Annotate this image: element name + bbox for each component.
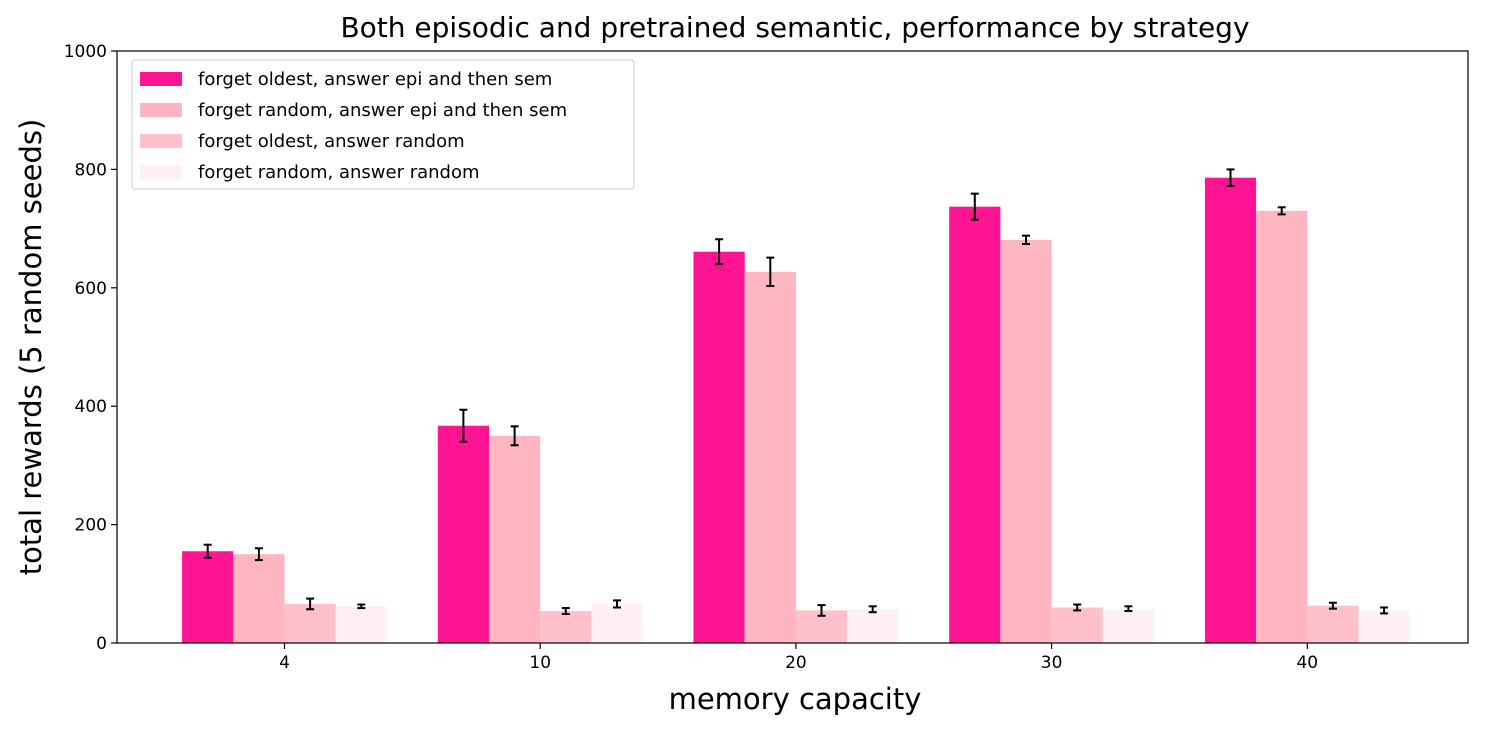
bar-series-1-cat-40 [1204, 177, 1257, 643]
error-bar-series-1-cat-40 [1226, 168, 1235, 187]
error-bar-series-1-cat-4 [203, 543, 212, 559]
x-axis-label: memory capacity [669, 682, 922, 716]
bar-series-3-cat-40 [1307, 605, 1359, 643]
bar-series-2-cat-20 [744, 271, 796, 643]
error-bar-series-3-cat-4 [306, 597, 315, 611]
error-bar-series-2-cat-20 [766, 256, 775, 288]
x-tick-label-30: 30 [1041, 653, 1063, 673]
error-bars-layer [203, 168, 1389, 617]
error-bar-series-3-cat-20 [817, 604, 826, 617]
x-tick-label-40: 40 [1296, 653, 1318, 673]
bar-series-1-cat-4 [182, 551, 234, 643]
error-bar-series-2-cat-4 [254, 547, 263, 562]
bar-series-1-cat-20 [693, 251, 745, 643]
error-bar-series-4-cat-20 [868, 605, 877, 614]
error-bar-series-4-cat-10 [613, 599, 621, 609]
bar-series-2-cat-30 [1000, 239, 1052, 643]
error-bar-series-4-cat-30 [1124, 605, 1133, 613]
bar-series-3-cat-4 [284, 603, 336, 643]
error-bar-series-1-cat-10 [459, 408, 468, 443]
error-bar-series-2-cat-10 [510, 425, 519, 447]
bar-series-4-cat-4 [335, 606, 387, 643]
legend-swatch [140, 134, 182, 148]
plot-frame [116, 50, 1469, 644]
legend-item-4: forget random, answer random [140, 162, 480, 183]
bar-series-4-cat-10 [591, 603, 643, 643]
y-axis: 0 200 400 600 800 1000 [64, 42, 117, 654]
bar-series-2-cat-10 [489, 435, 541, 643]
legend-item-3: forget oldest, answer random [140, 131, 465, 152]
y-tick-label-0: 0 [96, 634, 107, 654]
x-tick-label-4: 4 [279, 653, 290, 673]
bar-series-4-cat-30 [1102, 608, 1154, 643]
x-tick-label-10: 10 [529, 653, 551, 673]
legend-swatch [140, 72, 182, 86]
error-bar-series-4-cat-40 [1380, 606, 1389, 615]
bar-series-1-cat-10 [437, 425, 489, 643]
bar-series-2-cat-40 [1256, 210, 1308, 643]
error-bar-series-3-cat-30 [1073, 603, 1082, 612]
error-bar-series-4-cat-4 [357, 603, 366, 610]
bar-series-2-cat-4 [233, 554, 285, 643]
bar-series-1-cat-30 [949, 206, 1001, 643]
bars-layer [182, 177, 1410, 643]
legend-item-1: forget oldest, answer epi and then sem [140, 69, 552, 90]
legend: forget oldest, answer epi and then sem fo… [131, 59, 635, 190]
legend-label: forget random, answer epi and then sem [198, 100, 567, 121]
bar-series-3-cat-10 [540, 611, 592, 643]
error-bar-series-1-cat-20 [715, 238, 724, 266]
y-tick-label-1000: 1000 [64, 42, 107, 62]
y-tick-label-200: 200 [75, 516, 107, 536]
error-bar-series-1-cat-30 [970, 192, 979, 221]
bar-series-3-cat-30 [1051, 607, 1103, 643]
bar-series-4-cat-20 [847, 609, 899, 643]
legend-label: forget random, answer random [198, 162, 480, 183]
legend-swatch [140, 165, 182, 179]
error-bar-series-3-cat-40 [1328, 601, 1337, 610]
legend-label: forget oldest, answer random [198, 131, 465, 152]
y-tick-label-800: 800 [75, 160, 107, 180]
y-axis-label: total rewards (5 random seeds) [14, 119, 48, 576]
y-tick-label-600: 600 [75, 279, 107, 299]
legend-frame [131, 59, 635, 190]
bar-series-4-cat-40 [1358, 610, 1410, 643]
y-tick-label-400: 400 [75, 397, 107, 417]
x-axis: 4 10 20 30 40 [279, 643, 1318, 673]
legend-label: forget oldest, answer epi and then sem [198, 69, 552, 90]
error-bar-series-3-cat-10 [561, 607, 570, 615]
error-bar-series-2-cat-30 [1022, 234, 1030, 245]
x-tick-label-20: 20 [785, 653, 807, 673]
legend-swatch [140, 103, 182, 117]
error-bar-series-2-cat-40 [1277, 206, 1286, 216]
chart-title: Both episodic and pretrained semantic, p… [340, 11, 1249, 44]
legend-item-2: forget random, answer epi and then sem [140, 100, 567, 121]
